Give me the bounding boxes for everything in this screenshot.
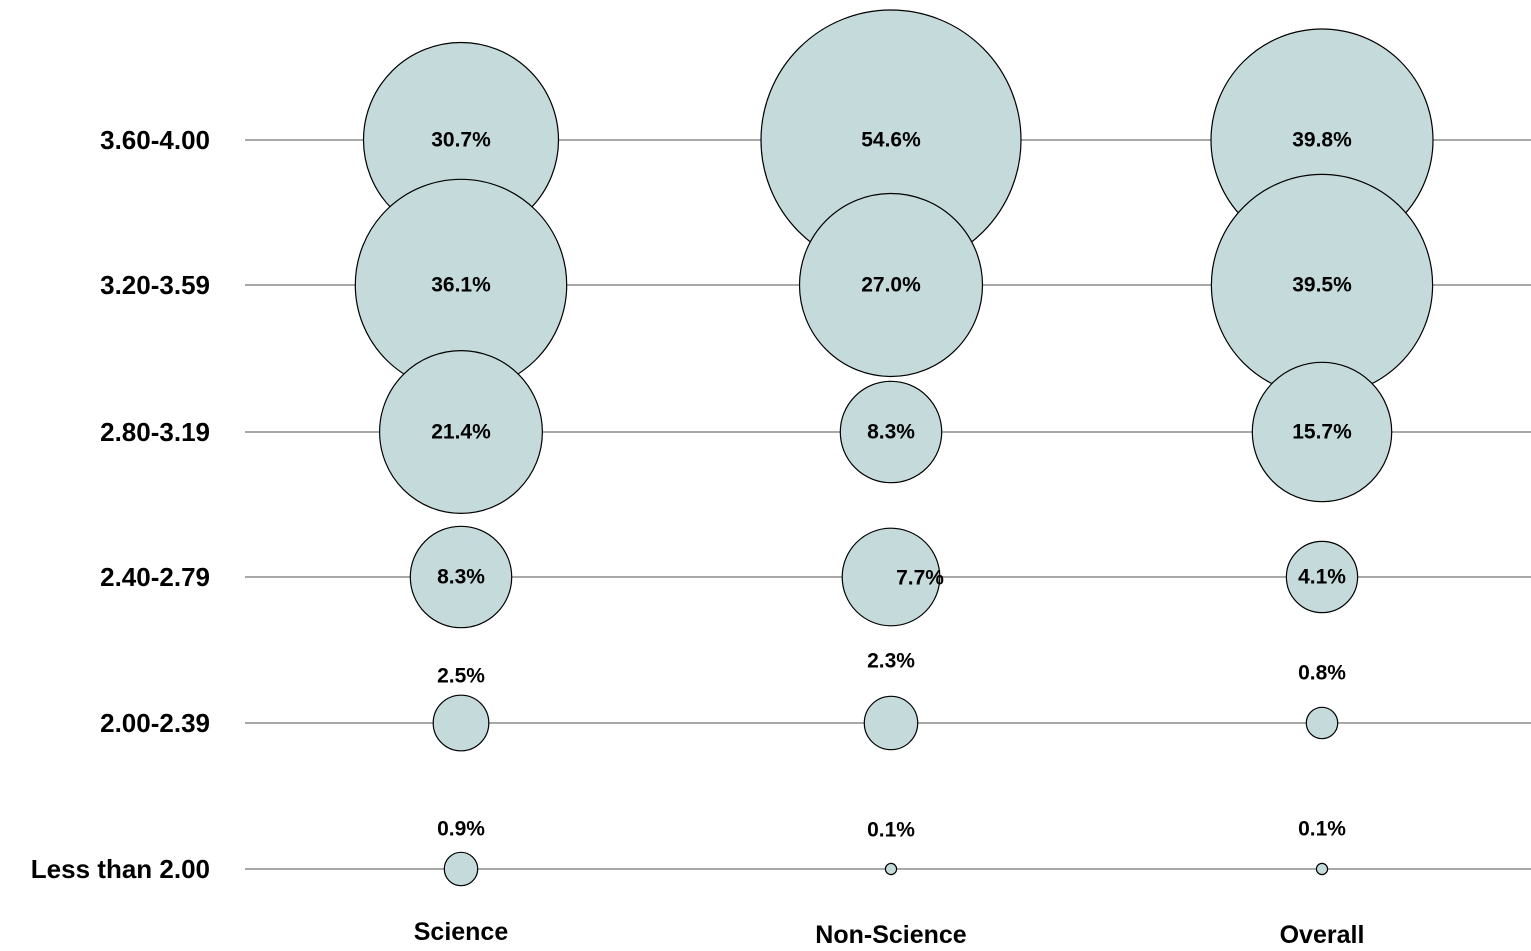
bubble xyxy=(1305,706,1339,740)
value-label: 2.3% xyxy=(867,650,915,673)
row-label: 3.60-4.00 xyxy=(100,125,210,155)
bubble xyxy=(432,694,490,752)
column-label: Science xyxy=(414,918,509,946)
value-label: 4.1% xyxy=(1298,566,1346,589)
bubble xyxy=(798,192,984,378)
column-label: Non-Science xyxy=(815,921,967,949)
value-label: 8.3% xyxy=(867,421,915,444)
bubble xyxy=(1251,361,1393,503)
bubble xyxy=(379,350,544,515)
bubbles xyxy=(354,9,1434,887)
row-label: Less than 2.00 xyxy=(31,854,210,884)
row-label: 3.20-3.59 xyxy=(100,270,210,300)
value-labels: 30.7% 36.1% 21.4% 8.3% 2.5% 0.9% 54.6% 27.0% 8.3… xyxy=(431,129,1352,842)
value-label: 7.7% xyxy=(896,567,944,590)
value-label: 0.8% xyxy=(1298,662,1346,685)
value-label: 27.0% xyxy=(861,274,921,297)
value-label: 8.3% xyxy=(437,566,485,589)
value-label: 15.7% xyxy=(1292,421,1352,444)
bubble xyxy=(839,380,943,484)
value-label: 36.1% xyxy=(431,274,491,297)
value-label: 30.7% xyxy=(431,129,491,152)
bubble xyxy=(1285,540,1359,614)
bubble xyxy=(1315,862,1329,876)
value-label: 39.5% xyxy=(1292,274,1352,297)
column-label: Overall xyxy=(1280,921,1365,949)
row-label: 2.80-3.19 xyxy=(100,417,210,447)
row-labels: 3.60-4.00 3.20-3.59 2.80-3.19 2.40-2.79 2.00… xyxy=(31,125,210,884)
value-label: 0.9% xyxy=(437,818,485,841)
value-label: 2.5% xyxy=(437,665,485,688)
value-label: 0.1% xyxy=(867,819,915,842)
row-label: 2.00-2.39 xyxy=(100,708,210,738)
value-label: 39.8% xyxy=(1292,129,1352,152)
value-label: 0.1% xyxy=(1298,818,1346,841)
value-label: 21.4% xyxy=(431,421,491,444)
column-labels: Science Non-Science Overall xyxy=(414,918,1365,949)
bubble xyxy=(443,851,479,887)
bubble xyxy=(863,695,919,751)
bubble xyxy=(884,862,898,876)
bubble xyxy=(409,525,513,629)
row-label: 2.40-2.79 xyxy=(100,562,210,592)
bubble xyxy=(841,527,941,627)
value-label: 54.6% xyxy=(861,129,921,152)
